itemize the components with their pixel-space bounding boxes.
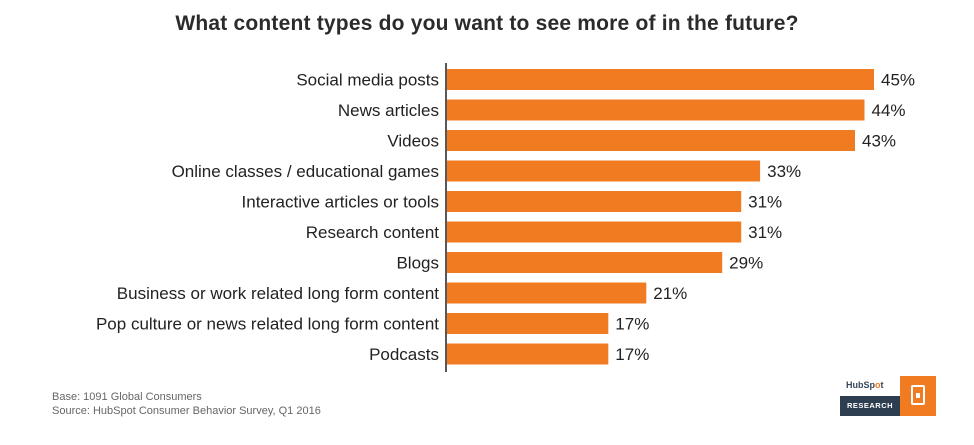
bar-3 (447, 160, 761, 182)
category-label-3: Online classes / educational games (172, 162, 439, 181)
value-label-0: 45% (881, 71, 915, 90)
category-label-4: Interactive articles or tools (242, 193, 439, 212)
logo-square (900, 376, 936, 416)
bar-2 (447, 130, 855, 151)
value-label-8: 17% (615, 315, 649, 334)
bar-6 (447, 252, 723, 273)
category-label-2: Videos (387, 132, 439, 151)
hubspot-research-logo: HubSpot RESEARCH (840, 376, 936, 418)
document-icon (911, 385, 925, 405)
value-label-6: 29% (729, 254, 763, 273)
bar-9 (447, 343, 609, 365)
research-label: RESEARCH (840, 396, 900, 416)
footnote-base: Base: 1091 Global Consumers (52, 391, 202, 403)
value-label-3: 33% (767, 162, 801, 181)
category-label-9: Podcasts (369, 345, 439, 364)
bar-7 (447, 282, 647, 304)
value-label-1: 44% (872, 101, 906, 120)
value-label-5: 31% (748, 223, 782, 242)
category-label-1: News articles (338, 101, 439, 120)
category-label-6: Blogs (396, 254, 439, 273)
value-label-9: 17% (615, 345, 649, 364)
bar-0 (447, 69, 874, 90)
bar-1 (447, 99, 865, 121)
bar-8 (447, 313, 609, 334)
value-label-2: 43% (862, 132, 896, 151)
category-label-8: Pop culture or news related long form co… (96, 315, 439, 334)
category-label-5: Research content (306, 223, 440, 242)
value-label-7: 21% (653, 284, 687, 303)
bar-4 (447, 191, 742, 212)
value-label-4: 31% (748, 193, 782, 212)
hubspot-wordmark: HubSpot (846, 380, 884, 390)
category-label-0: Social media posts (296, 71, 439, 90)
bar-5 (447, 221, 742, 243)
footnote-source: Source: HubSpot Consumer Behavior Survey… (52, 405, 321, 417)
category-label-7: Business or work related long form conte… (117, 284, 439, 303)
chart-title: What content types do you want to see mo… (175, 12, 799, 35)
